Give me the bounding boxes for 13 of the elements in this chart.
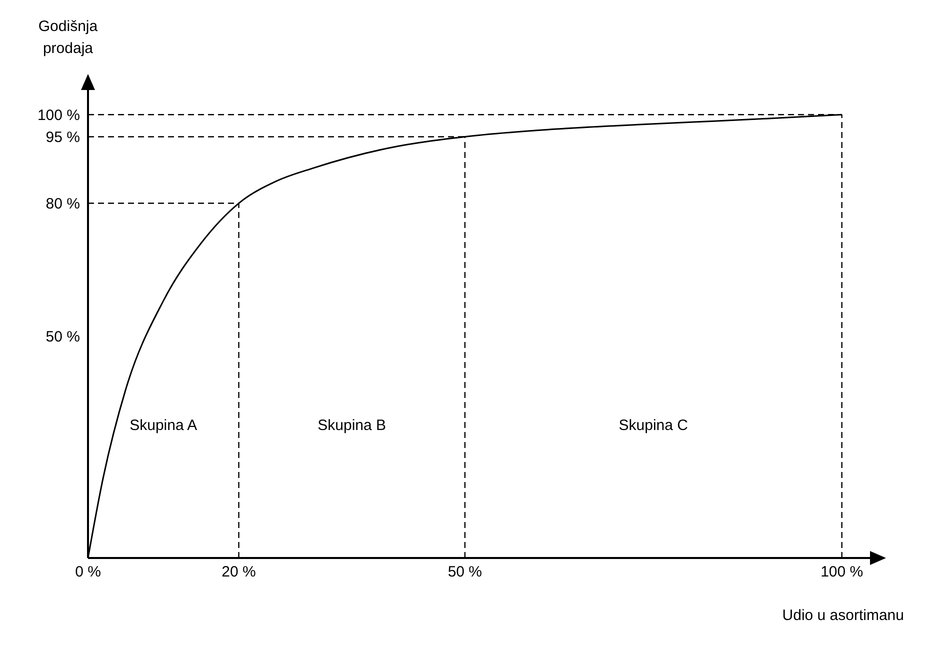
x-tick-label: 50 % — [448, 564, 482, 581]
x-axis-title: Udio u asortimanu — [782, 607, 904, 624]
y-axis-title: Godišnja prodaja — [37, 17, 99, 59]
x-tick-label: 100 % — [820, 564, 864, 581]
x-tick-label: 0 % — [75, 564, 101, 581]
y-tick-label: 80 % — [46, 196, 80, 213]
y-tick-label: 100 % — [37, 106, 80, 124]
annotation: Skupina B — [316, 417, 388, 434]
annotation: Skupina C — [618, 417, 689, 434]
y-tick-label: 95 % — [46, 129, 80, 146]
y-tick-label: 50 % — [46, 328, 80, 346]
annotation: Skupina A — [128, 417, 198, 434]
x-tick-label: 20 % — [222, 564, 256, 581]
